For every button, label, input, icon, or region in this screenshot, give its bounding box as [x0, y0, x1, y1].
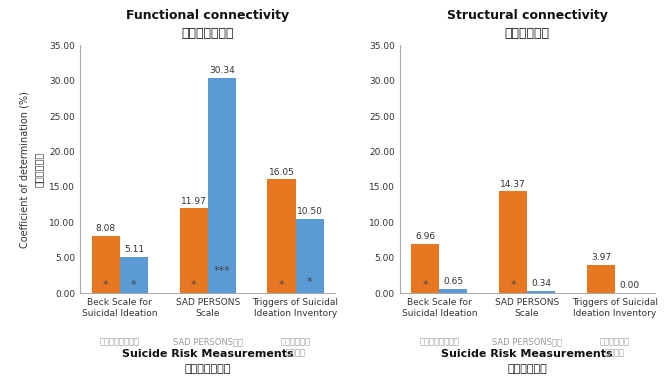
- X-axis label: Suicide Risk Measurements
自殺風險評估表: Suicide Risk Measurements 自殺風險評估表: [122, 349, 293, 374]
- Text: 0.65: 0.65: [444, 277, 464, 286]
- Text: SAD PERSONS量表: SAD PERSONS量表: [492, 338, 562, 347]
- Text: *: *: [279, 280, 285, 290]
- Bar: [120, 257, 148, 293]
- Text: SAD PERSONS量表: SAD PERSONS量表: [173, 338, 242, 347]
- Bar: [411, 244, 440, 293]
- Title: Structural connectivity
白質結構連接: Structural connectivity 白質結構連接: [447, 9, 608, 40]
- Bar: [440, 289, 468, 293]
- Bar: [92, 236, 120, 293]
- Text: 3.97: 3.97: [591, 253, 611, 262]
- Bar: [527, 291, 555, 293]
- Text: *: *: [191, 280, 196, 290]
- Text: *: *: [422, 280, 428, 290]
- Text: *: *: [510, 280, 516, 290]
- Bar: [587, 265, 615, 293]
- Text: *: *: [103, 280, 109, 290]
- Text: 誘發自殺意念
因素清單: 誘發自殺意念 因素清單: [600, 338, 630, 357]
- Text: 11.97: 11.97: [181, 197, 206, 206]
- Bar: [180, 208, 208, 293]
- Bar: [499, 191, 527, 293]
- Text: 6.96: 6.96: [415, 232, 436, 241]
- Text: *: *: [307, 277, 313, 287]
- Title: Functional connectivity
靜息態功能連接: Functional connectivity 靜息態功能連接: [126, 9, 289, 40]
- Text: 貝克自殺意念量表: 貝克自殺意念量表: [420, 338, 460, 347]
- Text: 貝克自殺意念量表: 貝克自殺意念量表: [100, 338, 140, 347]
- Text: 8.08: 8.08: [96, 224, 116, 233]
- X-axis label: Suicide Risk Measurements
自殺風險評估: Suicide Risk Measurements 自殺風險評估: [442, 349, 613, 374]
- Text: 30.34: 30.34: [209, 66, 234, 75]
- Bar: [208, 78, 236, 293]
- Text: 14.37: 14.37: [500, 180, 526, 188]
- Text: *: *: [131, 280, 137, 290]
- Text: 10.50: 10.50: [297, 207, 323, 216]
- Text: 0.00: 0.00: [619, 282, 639, 290]
- Text: 5.11: 5.11: [124, 245, 144, 254]
- Text: 誘發自殺意念
因素清單: 誘發自殺意念 因素清單: [281, 338, 311, 357]
- Y-axis label: Coefficient of determination (%)
預測解釋方差: Coefficient of determination (%) 預測解釋方差: [20, 91, 44, 248]
- Bar: [267, 179, 295, 293]
- Text: 0.34: 0.34: [531, 279, 551, 288]
- Text: 16.05: 16.05: [269, 168, 295, 177]
- Bar: [295, 219, 323, 293]
- Text: ***: ***: [213, 266, 230, 276]
